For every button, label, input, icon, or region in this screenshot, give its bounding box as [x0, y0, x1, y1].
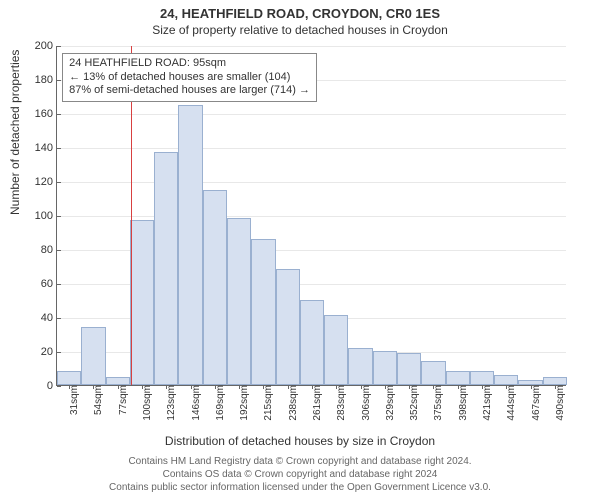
y-tick-label: 200 — [19, 40, 57, 52]
grid-line — [57, 114, 566, 115]
histogram-chart: 02040608010012014016018020031sqm54sqm77s… — [56, 46, 566, 386]
footer-line3: Contains public sector information licen… — [0, 481, 600, 494]
histogram-bar — [276, 269, 300, 385]
info-box-line3: 87% of semi-detached houses are larger (… — [69, 84, 310, 98]
x-tick-label: 77sqm — [114, 385, 129, 415]
histogram-bar — [397, 353, 421, 385]
x-tick-label: 329sqm — [381, 385, 396, 421]
y-tick-label: 80 — [19, 244, 57, 256]
y-tick-label: 120 — [19, 176, 57, 188]
x-tick-label: 54sqm — [89, 385, 104, 415]
x-tick-label: 238sqm — [284, 385, 299, 421]
x-tick-label: 283sqm — [332, 385, 347, 421]
histogram-bar — [130, 220, 154, 385]
histogram-bar — [203, 190, 227, 386]
histogram-bar — [373, 351, 397, 385]
histogram-bar — [300, 300, 324, 385]
y-tick-label: 60 — [19, 278, 57, 290]
y-tick-label: 40 — [19, 312, 57, 324]
histogram-bar — [543, 377, 567, 386]
y-tick-label: 160 — [19, 108, 57, 120]
title-sub: Size of property relative to detached ho… — [0, 21, 600, 37]
footer-line2: Contains OS data © Crown copyright and d… — [0, 468, 600, 481]
x-tick-label: 490sqm — [551, 385, 566, 421]
histogram-bar — [251, 239, 275, 385]
y-tick-label: 140 — [19, 142, 57, 154]
histogram-bar — [57, 371, 81, 385]
footer-attribution: Contains HM Land Registry data © Crown c… — [0, 455, 600, 494]
x-tick-label: 398sqm — [454, 385, 469, 421]
x-tick-label: 192sqm — [235, 385, 250, 421]
histogram-bar — [324, 315, 348, 385]
info-box-line2: ← 13% of detached houses are smaller (10… — [69, 71, 310, 85]
info-box: 24 HEATHFIELD ROAD: 95sqm← 13% of detach… — [62, 53, 317, 102]
x-tick-label: 123sqm — [162, 385, 177, 421]
histogram-bar — [348, 348, 372, 385]
y-tick-label: 180 — [19, 74, 57, 86]
x-tick-label: 421sqm — [478, 385, 493, 421]
x-tick-label: 467sqm — [527, 385, 542, 421]
histogram-bar — [494, 375, 518, 385]
title-main: 24, HEATHFIELD ROAD, CROYDON, CR0 1ES — [0, 0, 600, 21]
x-tick-label: 306sqm — [357, 385, 372, 421]
x-tick-label: 100sqm — [138, 385, 153, 421]
histogram-bar — [470, 371, 494, 385]
grid-line — [57, 148, 566, 149]
histogram-bar — [446, 371, 470, 385]
histogram-bar — [421, 361, 445, 385]
histogram-bar — [227, 218, 251, 385]
x-tick-label: 169sqm — [211, 385, 226, 421]
x-tick-label: 444sqm — [502, 385, 517, 421]
histogram-bar — [106, 377, 130, 386]
x-tick-label: 146sqm — [187, 385, 202, 421]
x-tick-label: 375sqm — [429, 385, 444, 421]
footer-line1: Contains HM Land Registry data © Crown c… — [0, 455, 600, 468]
x-tick-label: 31sqm — [65, 385, 80, 415]
x-axis-label: Distribution of detached houses by size … — [0, 434, 600, 448]
x-tick-label: 352sqm — [405, 385, 420, 421]
histogram-bar — [154, 152, 178, 385]
grid-line — [57, 46, 566, 47]
y-tick-label: 0 — [19, 380, 57, 392]
x-tick-label: 215sqm — [259, 385, 274, 421]
histogram-bar — [178, 105, 202, 386]
y-tick-label: 100 — [19, 210, 57, 222]
info-box-line1: 24 HEATHFIELD ROAD: 95sqm — [69, 57, 310, 71]
grid-line — [57, 182, 566, 183]
histogram-bar — [81, 327, 105, 385]
x-tick-label: 261sqm — [308, 385, 323, 421]
y-tick-label: 20 — [19, 346, 57, 358]
grid-line — [57, 216, 566, 217]
